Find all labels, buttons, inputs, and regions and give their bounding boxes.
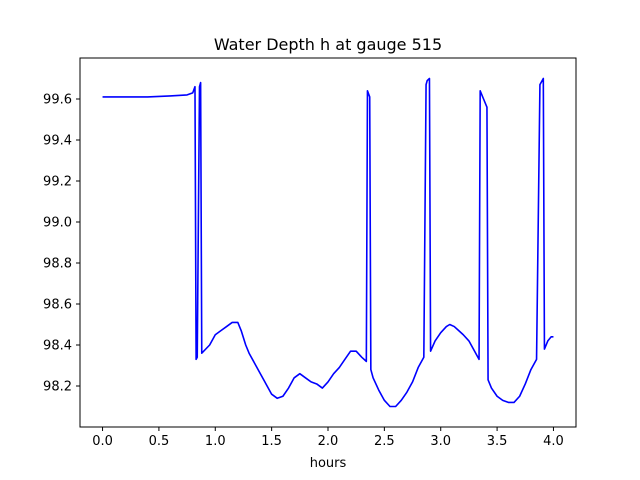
y-tick-label: 98.8 (43, 257, 72, 272)
x-tick-label: 0.5 (149, 434, 170, 449)
x-tick-label: 4.0 (543, 434, 564, 449)
y-tick-label: 98.2 (43, 380, 72, 395)
x-tick-label: 2.0 (318, 434, 339, 449)
plot-frame (79, 57, 577, 428)
plot-series (102, 77, 554, 408)
x-tick-label: 3.5 (487, 434, 508, 449)
x-tick-label: 1.5 (261, 434, 282, 449)
x-tick-label: 2.5 (374, 434, 395, 449)
y-tick-label: 99.6 (43, 93, 72, 108)
x-axis: 0.0 0.5 1.0 1.5 2.0 2.5 3.0 3.5 4.0 (92, 427, 564, 449)
x-tick-label: 3.0 (430, 434, 451, 449)
x-axis-label: hours (310, 456, 347, 471)
x-tick-label: 0.0 (92, 434, 113, 449)
x-tick-label: 1.0 (205, 434, 226, 449)
y-tick-label: 99.4 (43, 134, 72, 149)
y-axis: 98.2 98.4 98.6 98.8 99.0 99.2 99.4 99.6 (43, 93, 80, 395)
y-tick-label: 98.6 (43, 298, 72, 313)
series-line-1 (102, 77, 554, 408)
y-tick-label: 99.2 (43, 175, 72, 190)
y-tick-label: 99.0 (43, 216, 72, 231)
chart-title: Water Depth h at gauge 515 (214, 35, 442, 54)
y-tick-label: 98.4 (43, 339, 72, 354)
